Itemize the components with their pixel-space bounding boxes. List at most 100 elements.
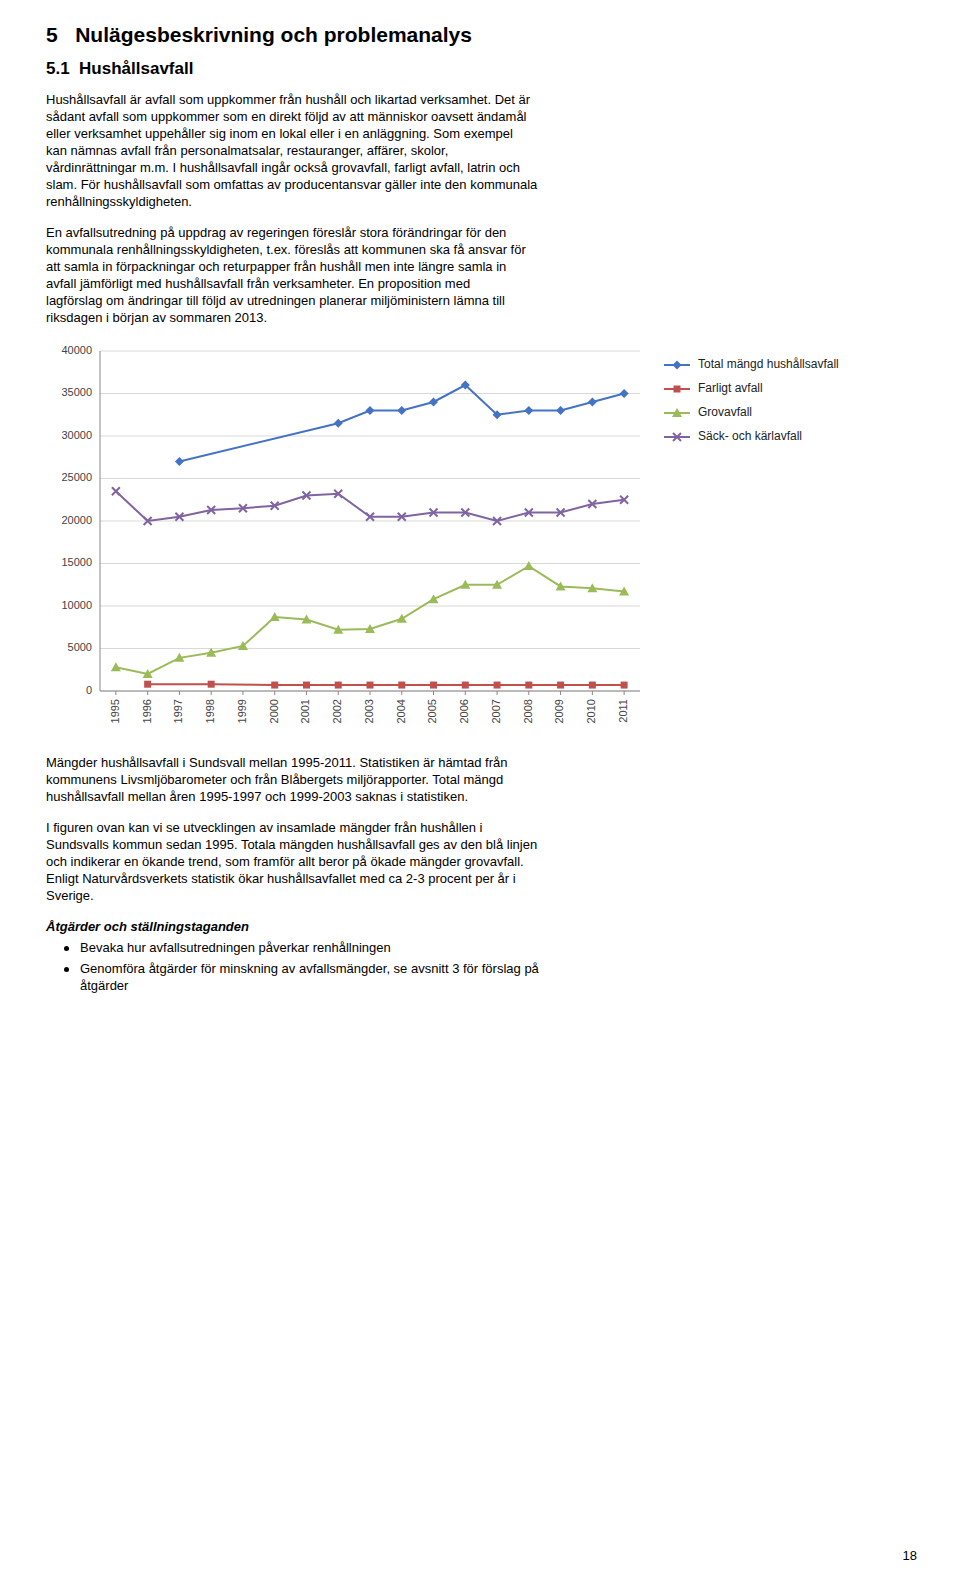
page-title: 5 Nulägesbeskrivning och problemanalys [46, 22, 472, 48]
data-point [398, 682, 405, 689]
data-point [207, 506, 215, 514]
x-tick-label: 2004 [395, 699, 407, 723]
data-point [621, 682, 628, 689]
page-number: 18 [903, 1548, 917, 1564]
y-tick-label: 35000 [61, 386, 92, 398]
page: {"title": "5 Nulägesbeskrivning och prob… [0, 0, 960, 1575]
data-point [302, 492, 310, 500]
paragraph-line: sådant avfall som uppkommer som en direk… [46, 109, 527, 125]
data-point [557, 509, 565, 517]
data-point [208, 681, 215, 688]
data-point [333, 625, 343, 634]
data-point [112, 487, 120, 495]
data-point [365, 624, 375, 633]
legend-marker [674, 386, 681, 393]
caption-line: hushållsavfall mellan åren 1995-1997 och… [46, 789, 468, 805]
series [111, 561, 629, 678]
x-tick [179, 691, 180, 695]
x-tick [401, 691, 402, 695]
data-point [620, 496, 628, 504]
paragraph-line: En avfallsutredning på uppdrag av regeri… [46, 225, 506, 241]
data-point [430, 682, 437, 689]
section-title: 5.1 Hushållsavfall [46, 58, 193, 80]
data-point [366, 406, 375, 415]
grid-line [100, 691, 640, 692]
x-tick [274, 691, 275, 695]
data-point [430, 509, 438, 517]
y-tick-label: 5000 [68, 641, 92, 653]
x-tick-label: 2001 [299, 699, 311, 723]
x-tick-label: 2005 [426, 699, 438, 723]
y-tick-label: 40000 [61, 344, 92, 356]
line-chart: 0500010000150002000025000300003500040000… [20, 337, 920, 747]
y-tick-label: 30000 [61, 429, 92, 441]
data-point [143, 669, 153, 678]
paragraph-line: och indikerar en ökande trend, som framf… [46, 854, 524, 870]
data-point [461, 381, 470, 390]
series-line [116, 491, 624, 521]
legend-marker [672, 408, 682, 417]
paragraph-line: riksdagen i början av sommaren 2013. [46, 310, 267, 326]
data-point [206, 648, 216, 657]
data-point [557, 682, 564, 689]
legend-label: Total mängd hushållsavfall [698, 357, 839, 371]
paragraph-line: slam. För hushållsavfall som omfattas av… [46, 177, 537, 193]
data-point [619, 587, 629, 596]
data-point [525, 682, 532, 689]
caption-line: kommunens Livsmljöbarometer och från Blå… [46, 772, 503, 788]
data-point [398, 513, 406, 521]
y-tick-label: 0 [86, 684, 92, 696]
x-tick [211, 691, 212, 695]
series [144, 681, 627, 689]
bullet-line: åtgärder [80, 978, 128, 994]
paragraph-line: Enligt Naturvårdsverkets statistik ökar … [46, 871, 516, 887]
legend-label: Farligt avfall [698, 381, 763, 395]
data-point [588, 500, 596, 508]
paragraph-line: renhållningsskyldigheten. [46, 194, 192, 210]
x-tick-label: 1995 [109, 699, 121, 723]
x-tick-label: 2007 [490, 699, 502, 723]
series-line [148, 683, 624, 686]
grid-line [100, 436, 640, 437]
paragraph-line: lagförslag om ändringar till följd av ut… [46, 293, 505, 309]
grid-line [100, 521, 640, 522]
plot-data [111, 381, 629, 689]
data-point [144, 681, 151, 688]
data-point [397, 614, 407, 623]
data-point [144, 517, 152, 525]
x-axis-line [100, 691, 640, 692]
legend: Total mängd hushållsavfall Farligt avfall… [664, 357, 839, 443]
paragraph-line: att samla in förpackningar och returpapp… [46, 259, 506, 275]
data-point [587, 583, 597, 592]
x-tick-label: 2008 [522, 699, 534, 723]
data-point [461, 509, 469, 517]
grid-line [100, 563, 640, 564]
x-tick-label: 1998 [204, 699, 216, 723]
x-tick-label: 2009 [553, 699, 565, 723]
x-tick-label: 2006 [458, 699, 470, 723]
data-point [556, 406, 565, 415]
grid-line [100, 393, 640, 394]
data-point [239, 504, 247, 512]
data-point [366, 513, 374, 521]
y-tick-label: 25000 [61, 471, 92, 483]
x-tick [115, 691, 116, 695]
data-point [303, 682, 310, 689]
data-point [525, 509, 533, 517]
bullet-line: Bevaka hur avfallsutredningen påverkar r… [80, 940, 391, 956]
x-tick-label: 2000 [268, 699, 280, 723]
paragraph-line: vårdinrättningar m.m. I hushållsavfall i… [46, 160, 520, 176]
x-tick-label: 1996 [141, 699, 153, 723]
data-point [494, 682, 501, 689]
y-axis-line [100, 351, 101, 691]
x-tick-label: 2010 [585, 699, 597, 723]
data-point [270, 612, 280, 621]
data-point [589, 682, 596, 689]
series-line [116, 566, 624, 674]
series-line [179, 385, 624, 462]
y-tick-label: 20000 [61, 514, 92, 526]
data-point [301, 615, 311, 624]
bullet-line: Genomföra åtgärder för minskning av avfa… [80, 961, 539, 977]
paragraph-line: Hushållsavfall är avfall som uppkommer f… [46, 92, 530, 108]
x-tick-label: 2011 [617, 699, 629, 723]
